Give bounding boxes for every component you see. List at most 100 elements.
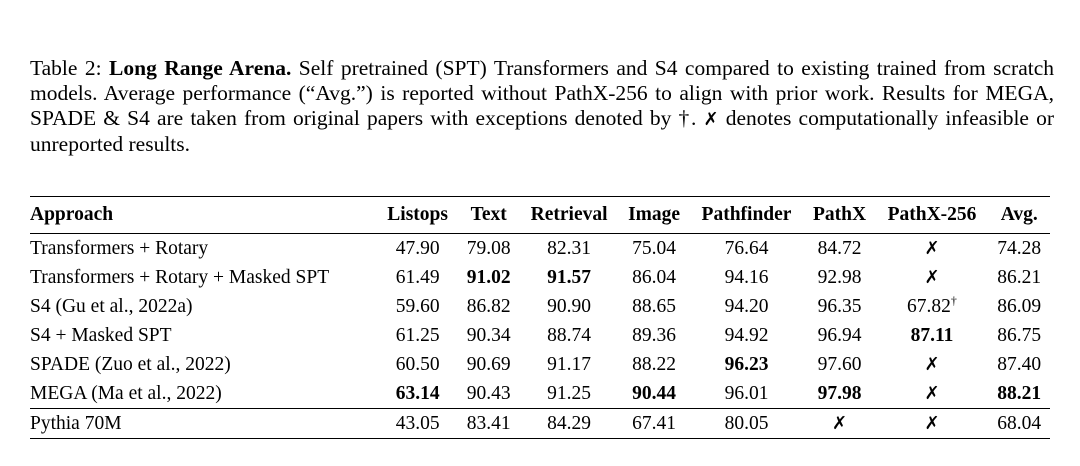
caption-text-2: denotes computationally infeasible or un… xyxy=(30,106,1054,156)
approach-name: S4 + Masked SPT xyxy=(30,324,172,346)
cell-value: 96.23 xyxy=(724,353,769,375)
table-cell: 59.60 xyxy=(377,292,458,321)
cell-value: 76.64 xyxy=(724,237,769,259)
cross-mark-icon: ✗ xyxy=(924,353,940,375)
cell-value: 80.05 xyxy=(724,412,769,434)
cross-mark-icon: ✗ xyxy=(832,412,848,434)
cross-mark-icon: ✗ xyxy=(924,412,940,434)
cell-value: 74.28 xyxy=(997,237,1042,259)
table-cell: 88.74 xyxy=(519,321,618,350)
table-cell: 47.90 xyxy=(377,234,458,264)
cross-mark-icon: ✗ xyxy=(924,237,940,259)
table-cell: Transformers + Rotary + Masked SPT xyxy=(30,263,377,292)
cell-value: 91.17 xyxy=(547,353,592,375)
cell-value: 86.21 xyxy=(997,266,1042,288)
results-table: Approach Listops Text Retrieval Image Pathfin… xyxy=(30,196,1050,439)
table-row: Transformers + Rotary 47.90 79.08 82.31 75.0… xyxy=(30,234,1050,264)
table-cell: 67.41 xyxy=(618,408,690,439)
column-header: Pathfinder xyxy=(701,204,792,225)
table-cell: 84.29 xyxy=(519,408,619,439)
table-cell: 94.92 xyxy=(689,321,803,350)
cell-value: 91.02 xyxy=(466,266,511,288)
table-cell: 92.98 xyxy=(804,263,876,292)
approach-name: Pythia 70M xyxy=(30,412,122,434)
table-cell: 79.08 xyxy=(458,234,520,264)
table-cell: S4 + Masked SPT xyxy=(30,321,377,350)
table-cell: 88.21 xyxy=(988,379,1050,409)
table-cell: 90.90 xyxy=(519,292,618,321)
table-cell: 97.60 xyxy=(804,350,876,379)
table-cell: 61.49 xyxy=(377,263,458,292)
approach-name: Transformers + Rotary xyxy=(30,237,209,259)
table-row: S4 (Gu et al., 2022a) 59.60 86.82 90.90 88.6… xyxy=(30,292,1050,321)
table-cell: 96.01 xyxy=(689,379,803,409)
table-caption: Table 2: Long Range Arena. Self pretrain… xyxy=(30,56,1054,157)
table-cell: 94.16 xyxy=(689,263,803,292)
cell-value: 94.92 xyxy=(724,324,769,346)
table-cell: 88.22 xyxy=(619,350,690,379)
table-row: MEGA (Ma et al., 2022) 63.14 90.43 91.25 90.… xyxy=(30,379,1050,409)
column-header: Text xyxy=(470,204,507,225)
cell-value: 60.50 xyxy=(395,353,440,375)
table-cell: 75.04 xyxy=(619,234,690,264)
table-cell: 86.04 xyxy=(619,263,690,292)
table-cell-infeasible: ✗ xyxy=(876,379,989,409)
cell-value: 61.49 xyxy=(395,266,440,288)
table-cell: 86.82 xyxy=(458,292,520,321)
table-cell: 83.41 xyxy=(457,408,520,439)
column-header: Retrieval xyxy=(530,204,608,225)
approach-name: MEGA (Ma et al., 2022) xyxy=(30,382,222,404)
cell-value: 91.57 xyxy=(547,266,592,288)
cell-value: 90.90 xyxy=(547,295,592,317)
table-cell: 96.23 xyxy=(689,350,803,379)
cell-value: 88.22 xyxy=(632,353,677,375)
caption-title: Long Range Arena. xyxy=(109,56,292,80)
column-header: Avg. xyxy=(1000,204,1038,225)
cell-value: 88.74 xyxy=(547,324,592,346)
table-cell: 91.02 xyxy=(458,263,520,292)
cell-value: 97.60 xyxy=(817,353,862,375)
dagger-mark: † xyxy=(950,293,957,307)
cell-value: 97.98 xyxy=(817,382,862,404)
cell-value: 47.90 xyxy=(395,237,440,259)
cell-value: 86.04 xyxy=(632,266,677,288)
table-cell: 91.57 xyxy=(519,263,618,292)
table-header-row: Approach Listops Text Retrieval Image Pathfin… xyxy=(30,197,1050,234)
column-header: Approach xyxy=(30,204,114,225)
table-cell: MEGA (Ma et al., 2022) xyxy=(30,379,377,409)
cell-value: 82.31 xyxy=(547,237,592,259)
table-row: S4 + Masked SPT 61.25 90.34 88.74 89.36 94.92… xyxy=(30,321,1050,350)
cell-value: 68.04 xyxy=(997,412,1042,434)
caption-label: Table 2: xyxy=(30,56,102,80)
table-cell: Pythia 70M xyxy=(30,408,378,439)
approach-name: S4 (Gu et al., 2022a) xyxy=(30,295,193,317)
table-cell-infeasible: ✗ xyxy=(876,263,989,292)
table-cell: Transformers + Rotary xyxy=(30,234,377,264)
table-cell: 63.14 xyxy=(377,379,458,409)
table-cell: 43.05 xyxy=(377,408,458,439)
table-cell: 61.25 xyxy=(377,321,458,350)
table-cell: 89.36 xyxy=(619,321,690,350)
table-cell: 90.44 xyxy=(619,379,690,409)
table-cell: 86.75 xyxy=(988,321,1050,350)
cell-value: 94.20 xyxy=(724,295,769,317)
cross-mark-icon: ✗ xyxy=(924,266,940,288)
cell-value: 96.94 xyxy=(817,324,862,346)
cell-value: 88.65 xyxy=(632,295,677,317)
table-cell: SPADE (Zuo et al., 2022) xyxy=(30,350,377,379)
cell-value: 61.25 xyxy=(395,324,440,346)
table-row: Pythia 70M 43.05 83.41 84.29 67.41 80.05 ✗ ✗ 68.… xyxy=(30,408,1050,439)
table-cell-infeasible: ✗ xyxy=(875,408,989,439)
table-body: Transformers + Rotary 47.90 79.08 82.31 75.0… xyxy=(30,234,1050,439)
cell-value: 87.40 xyxy=(997,353,1042,375)
cell-value: 86.82 xyxy=(466,295,511,317)
table-cell: 88.65 xyxy=(619,292,690,321)
column-header: PathX-256 xyxy=(887,204,977,225)
caption-text-1: Self pretrained (SPT) Transformers and S… xyxy=(30,56,1054,130)
cell-value: 87.11 xyxy=(910,324,954,346)
table-cell: S4 (Gu et al., 2022a) xyxy=(30,292,377,321)
column-header: Listops xyxy=(387,204,448,225)
cell-value: 67.41 xyxy=(632,412,677,434)
cell-value: 89.36 xyxy=(632,324,677,346)
column-header: Image xyxy=(628,204,681,225)
